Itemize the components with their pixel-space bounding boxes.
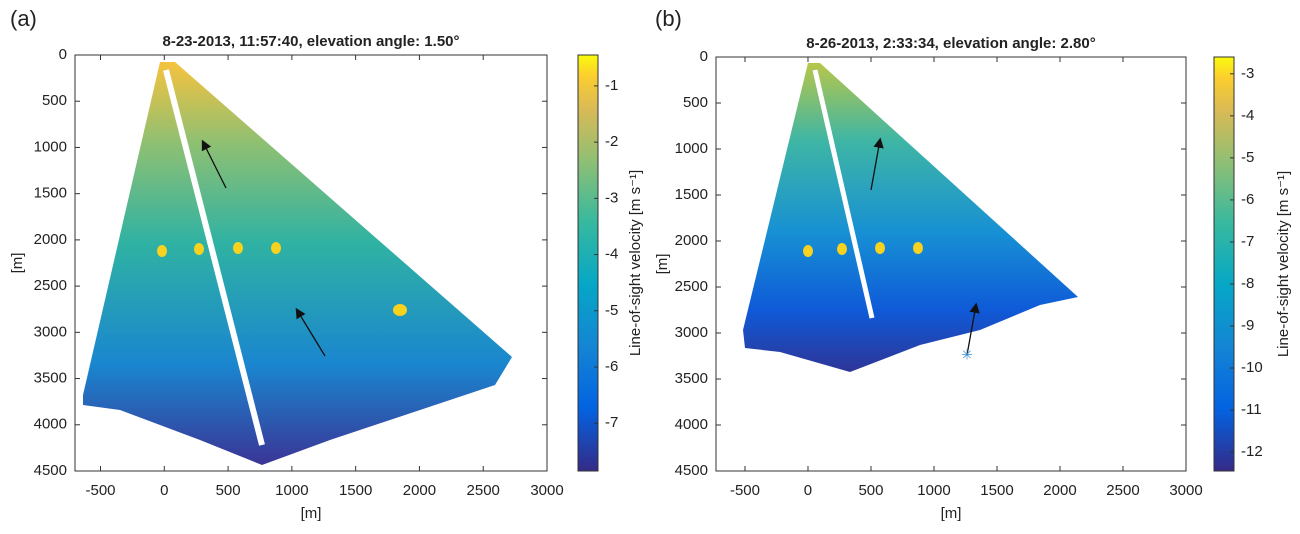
chart-title: 8-26-2013, 2:33:34, elevation angle: 2.8… (806, 35, 1095, 52)
y-tick-label: 4000 (34, 416, 67, 433)
x-axis-label: [m] (941, 505, 962, 522)
arrow (295, 307, 326, 357)
y-tick-label: 0 (59, 46, 67, 63)
y-tick-label: 0 (700, 48, 708, 65)
y-tick-label: 2500 (675, 278, 708, 295)
colorbar-tick-label: -12 (1241, 443, 1263, 460)
x-axis-label: [m] (301, 505, 322, 522)
x-tick-label: 1000 (275, 482, 308, 499)
axes-frame (715, 56, 1187, 472)
x-tick-label: 2500 (467, 482, 500, 499)
x-tick-label: 500 (858, 482, 883, 499)
y-tick-label: 3000 (675, 324, 708, 341)
radar-fan (83, 62, 512, 465)
colorbar (577, 54, 599, 472)
panel-label: (b) (655, 6, 682, 31)
y-tick-label: 1000 (675, 140, 708, 157)
y-axis-label: [m] (654, 254, 671, 275)
y-tick-label: 3000 (34, 323, 67, 340)
scan-gap (812, 69, 875, 319)
y-axis-label: [m] (9, 253, 26, 274)
y-tick-label: 3500 (34, 370, 67, 387)
colorbar-tick-label: -2 (605, 133, 618, 150)
colorbar-label: Line-of-sight velocity [m s⁻¹] (1275, 171, 1292, 357)
y-tick-label: 4500 (675, 462, 708, 479)
hotspots (803, 242, 923, 257)
marker: ✳ (961, 347, 973, 363)
y-tick-label: 2500 (34, 277, 67, 294)
y-tick-label: 1000 (34, 138, 67, 155)
x-tick-label: 2000 (1043, 482, 1076, 499)
colorbar-tick-label: -5 (605, 302, 618, 319)
colorbar-tick-label: -9 (1241, 317, 1254, 334)
x-tick-label: -500 (85, 482, 115, 499)
y-tick-label: 4500 (34, 462, 67, 479)
axes-frame (74, 54, 548, 472)
x-tick-label: 3000 (530, 482, 563, 499)
hotspots (157, 242, 407, 316)
x-tick-label: -500 (730, 482, 760, 499)
colorbar-label: Line-of-sight velocity [m s⁻¹] (627, 170, 644, 356)
colorbar-tick-label: -11 (1241, 401, 1262, 418)
x-tick-label: 1000 (917, 482, 950, 499)
colorbar-tick-label: -3 (605, 189, 618, 206)
x-tick-label: 2500 (1106, 482, 1139, 499)
colorbar-tick-label: -4 (1241, 107, 1254, 124)
scan-a (83, 62, 512, 465)
x-tick-label: 500 (216, 482, 241, 499)
y-tick-label: 1500 (34, 185, 67, 202)
colorbar-tick-label: -5 (1241, 149, 1254, 166)
y-tick-label: 1500 (675, 186, 708, 203)
y-tick-label: 2000 (34, 231, 67, 248)
colorbar-tick-label: -6 (1241, 191, 1254, 208)
arrow (966, 302, 980, 356)
arrow (201, 139, 227, 189)
y-tick-label: 500 (42, 92, 67, 109)
chart-title: 8-23-2013, 11:57:40, elevation angle: 1.… (163, 33, 460, 50)
colorbar-tick-label: -4 (605, 246, 618, 263)
colorbar-tick-label: -1 (605, 77, 618, 94)
x-tick-label: 3000 (1169, 482, 1202, 499)
y-tick-label: 500 (683, 94, 708, 111)
y-tick-label: 2000 (675, 232, 708, 249)
colorbar-tick-label: -8 (1241, 275, 1254, 292)
arrow (870, 137, 884, 191)
colorbar-tick-label: -6 (605, 358, 618, 375)
scan-gap (163, 69, 265, 446)
scan-b: ✳ (743, 63, 1078, 372)
y-tick-label: 3500 (675, 370, 708, 387)
colorbar-tick-label: -7 (1241, 233, 1254, 250)
colorbar-tick-label: -7 (605, 414, 618, 431)
y-tick-label: 4000 (675, 416, 708, 433)
x-tick-label: 1500 (339, 482, 372, 499)
x-tick-label: 1500 (980, 482, 1013, 499)
panel-label: (a) (10, 6, 37, 31)
x-tick-label: 0 (804, 482, 812, 499)
colorbar (1213, 56, 1235, 472)
x-tick-label: 2000 (403, 482, 436, 499)
colorbar-tick-label: -3 (1241, 65, 1254, 82)
colorbar-tick-label: -10 (1241, 359, 1263, 376)
x-tick-label: 0 (160, 482, 168, 499)
radar-fan (743, 63, 1078, 372)
